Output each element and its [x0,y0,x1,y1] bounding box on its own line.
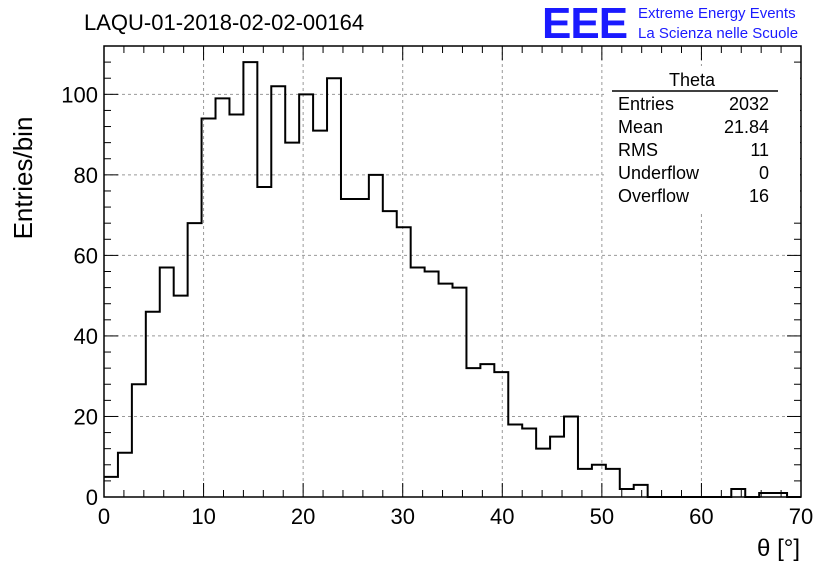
histogram-bin [453,288,467,497]
histogram-bin [229,114,243,497]
stats-label: Overflow [618,186,690,206]
histogram-bin [313,131,327,497]
histogram-bin [578,469,592,497]
histogram-bin [522,429,536,497]
stats-value: 0 [759,163,769,183]
eee-logo: EEE [542,0,628,48]
histogram-bin [411,267,425,497]
stats-box: Theta Entries 2032 Mean 21.84 RMS 11 Underflow… [604,66,800,214]
histogram-bin [536,449,550,497]
grid-lines [104,46,801,497]
histogram-bin [564,416,578,497]
histogram-outline [104,61,801,498]
y-tick-label: 100 [61,82,98,107]
stats-label: Mean [618,117,663,137]
histogram-bin [425,272,439,498]
y-tick-label: 40 [74,324,98,349]
histogram-bin [146,312,160,497]
histogram-bars [104,61,801,498]
histogram-bin [132,384,146,497]
stats-value: 2032 [729,94,769,114]
histogram-bin [355,199,369,497]
histogram-bin [341,199,355,497]
y-tick-label: 80 [74,163,98,188]
x-tick-label: 10 [191,504,215,529]
histogram-bin [592,465,606,497]
stats-label: Entries [618,94,674,114]
stats-value: 21.84 [724,117,769,137]
histogram-bin [188,223,202,497]
stats-label: RMS [618,140,658,160]
y-tick-label: 0 [86,485,98,510]
y-tick-label: 60 [74,243,98,268]
histogram-bin [466,368,480,497]
y-axis-label: Entries/bin [8,117,38,240]
x-tick-label: 70 [789,504,813,529]
histogram-bin [731,489,745,497]
histogram-bin [606,469,620,497]
logo-line-1: Extreme Energy Events [638,5,796,22]
histogram-bin [383,211,397,497]
histogram-bin [160,267,174,497]
histogram-bin [397,227,411,497]
y-tick-label: 20 [74,404,98,429]
histogram-bin [216,98,230,497]
histogram-bin [174,296,188,497]
x-axis-label: θ [°] [757,535,800,562]
histogram-bin [285,143,299,497]
logo-line-2: La Scienza nelle Scuole [638,25,799,42]
stats-title: Theta [669,70,716,90]
histogram-bin [118,453,132,497]
histogram-bin [550,437,564,497]
histogram-bin [243,62,257,497]
tick-labels: 0 10 20 30 40 50 60 70 0 20 40 60 80 100 [61,82,813,529]
histogram-bin [439,284,453,497]
histogram-title: LAQU-01-2018-02-02-00164 [84,10,365,35]
x-tick-label: 0 [98,504,110,529]
x-tick-label: 20 [291,504,315,529]
x-tick-label: 50 [590,504,614,529]
histogram-bin [634,485,648,497]
x-tick-label: 60 [689,504,713,529]
axes [103,45,802,498]
histogram-bin [104,477,118,497]
stats-value: 16 [749,186,769,206]
stats-value: 11 [750,140,769,160]
histogram-bin [299,94,313,497]
x-tick-label: 40 [490,504,514,529]
histogram-bin [257,187,271,497]
histogram-bin [271,86,285,497]
stats-label: Underflow [618,163,700,183]
histogram-bin [327,78,341,497]
histogram-bin [480,364,494,497]
x-tick-label: 30 [390,504,414,529]
histogram-bin [508,425,522,497]
histogram-bin [494,372,508,497]
eee-logo-text: Extreme Energy Events La Scienza nelle S… [638,4,798,44]
